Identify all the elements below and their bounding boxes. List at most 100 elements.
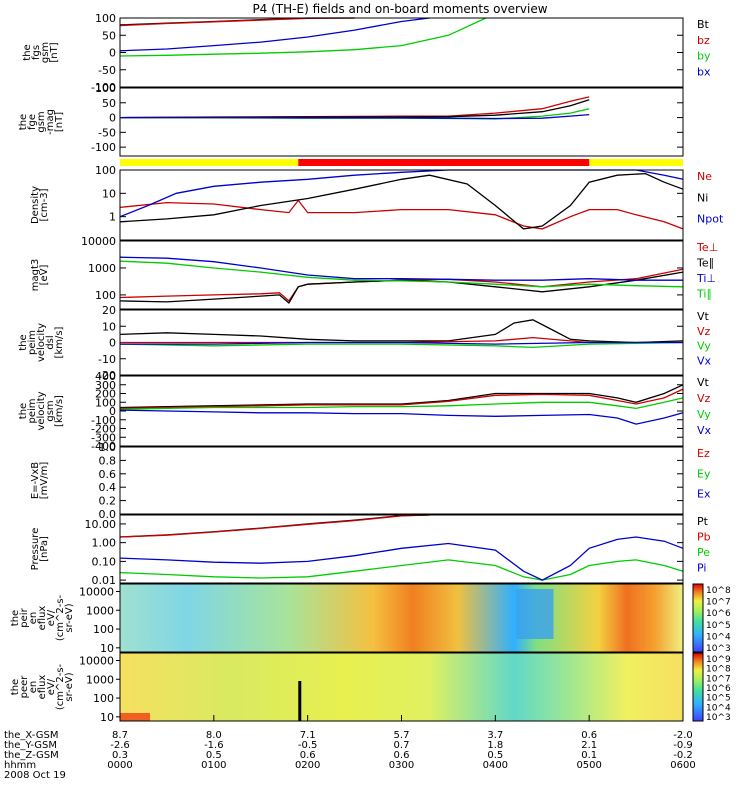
series-line-peim-dsl-3 bbox=[120, 341, 683, 345]
ytick-label: -50 bbox=[98, 64, 116, 77]
axis-row-label: the_X-GSM bbox=[4, 730, 58, 741]
panel-ylabel: gsm bbox=[45, 400, 56, 421]
spectrogram-dropout bbox=[298, 681, 302, 721]
colorbar-label: 10^8 bbox=[706, 665, 731, 675]
ytick-label: 0.4 bbox=[99, 481, 117, 494]
ytick-label: -400 bbox=[91, 440, 116, 453]
panel-ylabel: fge bbox=[27, 114, 38, 130]
colorbar-peir bbox=[692, 583, 704, 653]
panel-ylabel: Pressure bbox=[30, 528, 41, 571]
panel-ylabel: peim bbox=[27, 330, 38, 355]
panel-density: 100 10 1 Ne Ni Npot Density[cm-3] bbox=[30, 164, 724, 241]
axis-date: 2008 Oct 19 bbox=[4, 770, 66, 781]
ytick-label: 100 bbox=[93, 692, 114, 705]
ytick-label: 100 bbox=[95, 82, 116, 95]
series-line-density-0 bbox=[119, 199, 684, 230]
axis-row-value: 0.6 bbox=[394, 750, 410, 761]
spectrogram-feature bbox=[120, 713, 150, 721]
legend-entry: Vt bbox=[697, 310, 710, 323]
figure-title: P4 (TH-E) fields and on-board moments ov… bbox=[252, 2, 547, 16]
panel-ylabel: gsm bbox=[36, 111, 47, 132]
series-line-fgs-3 bbox=[119, 17, 430, 52]
panel-ylabel: peir bbox=[19, 607, 30, 627]
panel-ylabel: eflux bbox=[37, 606, 48, 631]
panel-ylabel: [mV/m] bbox=[39, 462, 50, 500]
ytick-label: 100 bbox=[95, 164, 116, 177]
panel-frame bbox=[119, 240, 684, 310]
panel-ylabel: sr-eV) bbox=[64, 603, 75, 632]
axis-row-label: hhmm bbox=[4, 760, 36, 771]
ytick-label: 0.10 bbox=[92, 555, 117, 568]
axis-row-value: 0.1 bbox=[581, 750, 597, 761]
panel-frame bbox=[119, 375, 684, 447]
ytick-label: 100 bbox=[95, 12, 116, 25]
ytick-label: 10.00 bbox=[85, 518, 117, 531]
axis-row-value: 0100 bbox=[201, 760, 226, 771]
series-line-pressure-2 bbox=[119, 559, 684, 581]
legend-entry: Ez bbox=[697, 447, 710, 460]
legend-entry: Vz bbox=[697, 325, 711, 338]
axis-row-value: -1.6 bbox=[204, 740, 224, 751]
legend-entry: Ey bbox=[697, 467, 711, 480]
series-line-fgs-1 bbox=[119, 17, 355, 27]
panel-ylabel: Density bbox=[30, 186, 41, 224]
ytick-label: 10 bbox=[100, 711, 114, 724]
panel-ylabel: [eV] bbox=[39, 265, 50, 286]
colorbar-label: 10^7 bbox=[706, 598, 731, 608]
panel-ylabel: peim bbox=[27, 398, 38, 423]
axis-row-value: -0.2 bbox=[673, 750, 693, 761]
legend-entry: bz bbox=[697, 34, 710, 47]
ytick-label: 10000 bbox=[79, 654, 114, 667]
axis-row-value: 2.1 bbox=[581, 740, 597, 751]
ytick-label: -20 bbox=[98, 369, 116, 382]
axis-row-value: 0400 bbox=[483, 760, 508, 771]
panel-ylabel: en bbox=[28, 612, 39, 625]
axis-row-value: 8.0 bbox=[206, 730, 222, 741]
ytick-label: 0.6 bbox=[99, 468, 117, 481]
ytick-label: 1000 bbox=[86, 673, 114, 686]
panel-frame bbox=[119, 169, 684, 241]
legend-entry: Npot bbox=[697, 213, 724, 226]
panel-efield: 1.00.80.60.40.20.0 Ez Ey Ex E=-VxB[mV/m] bbox=[30, 441, 711, 521]
ytick-label: -200 bbox=[91, 423, 116, 436]
legend-entry: Pt bbox=[697, 515, 709, 528]
panel-ylabel: en bbox=[28, 681, 39, 694]
colorbar-label: 10^3 bbox=[706, 644, 731, 654]
panel-ylabel: [km/s] bbox=[54, 395, 65, 427]
panel-ylabel: sr-eV) bbox=[64, 672, 75, 701]
legend-entry: Ti∥ bbox=[696, 288, 712, 301]
legend-entry: Ne bbox=[697, 170, 712, 183]
axis-row-value: 0.5 bbox=[487, 750, 503, 761]
colorbar-label: 10^6 bbox=[706, 609, 731, 619]
panel-ylabel: eV/ bbox=[46, 609, 57, 626]
panel-ylabel: [nT] bbox=[49, 42, 60, 62]
ytick-label: -50 bbox=[98, 126, 116, 139]
legend-entry: Ex bbox=[697, 488, 711, 501]
legend-entry: Vy bbox=[697, 408, 711, 421]
axis-row-label: the_Y-GSM bbox=[4, 740, 57, 751]
panel-ylabel: the bbox=[18, 114, 29, 130]
panel-ylabel: the bbox=[18, 334, 29, 350]
panel-frame bbox=[119, 17, 684, 88]
axis-row-value: 0.3 bbox=[112, 750, 128, 761]
axis-row-value: 0200 bbox=[295, 760, 320, 771]
legend-entry: Vx bbox=[697, 354, 712, 367]
panel-frame bbox=[119, 583, 684, 653]
ytick-label: 10 bbox=[102, 187, 116, 200]
series-line-peim-gsm-0 bbox=[119, 384, 684, 409]
axis-row-value: 0.7 bbox=[394, 740, 410, 751]
panel-ylabel: (cm^2-s- bbox=[55, 663, 66, 710]
axis-row-value: 1.8 bbox=[487, 740, 503, 751]
legend-entry: Pi bbox=[697, 562, 706, 575]
ytick-label: 0.0 bbox=[99, 508, 117, 521]
panel-ylabel: -mag bbox=[45, 109, 56, 135]
axis-row-value: 0.5 bbox=[206, 750, 222, 761]
axis-row-value: 0.6 bbox=[581, 730, 597, 741]
colorbar-label: 10^3 bbox=[706, 713, 731, 723]
series-line-fgs-2 bbox=[119, 17, 487, 57]
series-line-peim-gsm-2 bbox=[119, 397, 684, 410]
spectrogram-feature bbox=[515, 589, 554, 639]
panel-ylabel: magt3 bbox=[30, 259, 41, 292]
panel-ylabel: [cm-3] bbox=[39, 188, 50, 221]
series-line-temp-2 bbox=[119, 256, 683, 281]
